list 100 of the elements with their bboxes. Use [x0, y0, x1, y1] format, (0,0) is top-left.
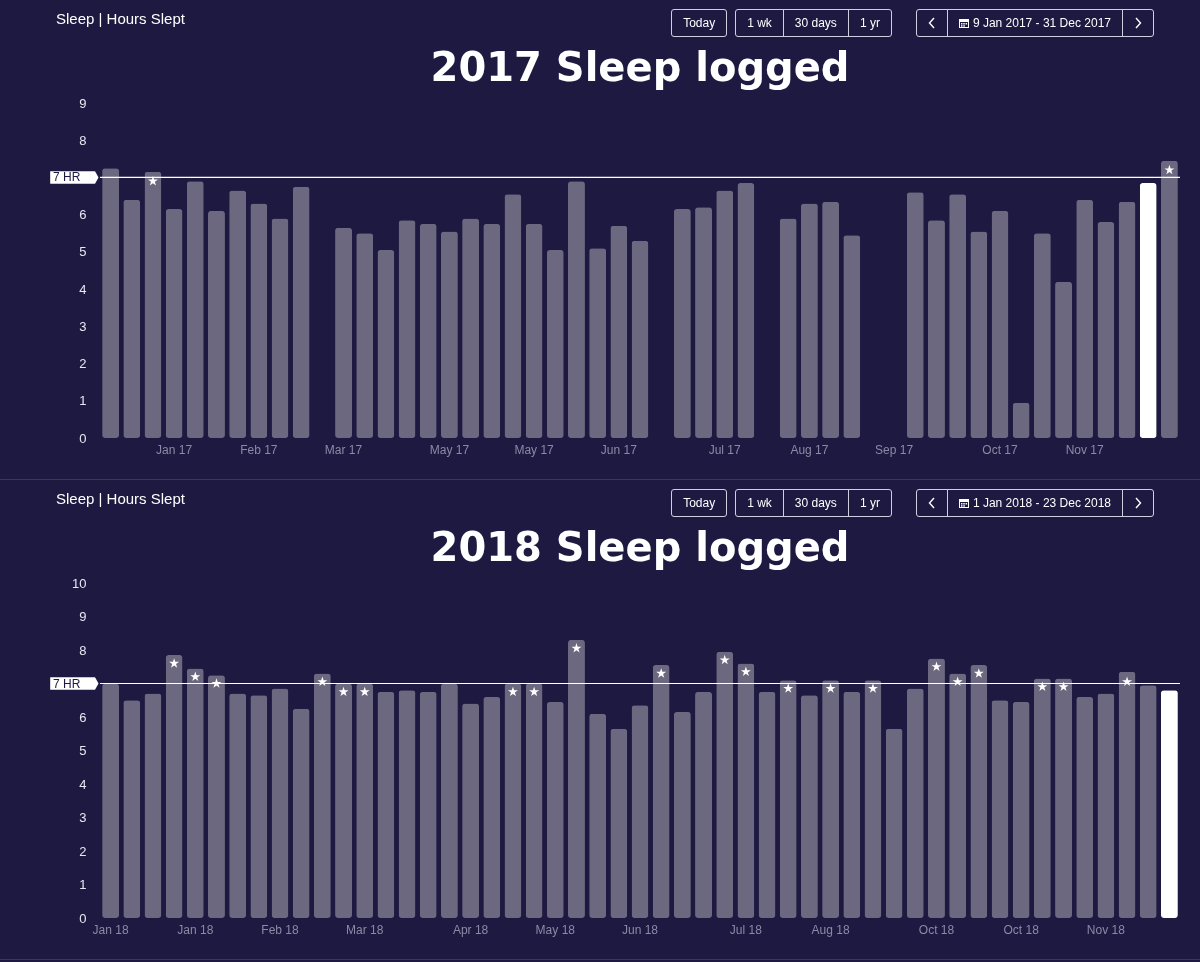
x-tick-label: Mar 18: [346, 922, 384, 937]
bar: [695, 691, 712, 918]
x-tick-label: May 18: [535, 922, 576, 937]
point: [507, 686, 518, 697]
bar: [504, 683, 522, 918]
bar: [1012, 402, 1030, 438]
y-tick-label: 0: [79, 430, 87, 446]
bar: [462, 703, 480, 918]
text: Sleep | Hours Slept: [56, 10, 185, 27]
bar: [356, 683, 374, 918]
bar: [885, 728, 903, 918]
bar: [335, 683, 352, 918]
bar: [610, 225, 628, 438]
ref-line-label: 7 HR: [53, 170, 81, 185]
bar: [673, 711, 691, 918]
point: [740, 666, 751, 677]
point: [359, 686, 370, 697]
x-tick-label: Feb 18: [261, 922, 300, 937]
bar: [737, 183, 755, 438]
y-tick-label: 4: [79, 776, 87, 792]
button: Today: [671, 489, 728, 517]
bar: [144, 693, 162, 918]
bar: [991, 700, 1009, 918]
y-tick-label: 2: [79, 356, 87, 372]
button-group: 1 wk 30 days 1 yr: [735, 489, 892, 517]
bar: [292, 186, 310, 438]
bar: [949, 673, 967, 918]
x-tick-label: Jan 18: [177, 922, 214, 937]
bar: [440, 683, 458, 918]
bar: [991, 210, 1009, 438]
bar: [419, 691, 437, 918]
bar: [123, 700, 141, 918]
bar: [1012, 701, 1030, 918]
point: [783, 683, 794, 693]
y-tick-label: 3: [79, 318, 87, 334]
y-tick-label: 1: [79, 393, 87, 409]
point: [211, 678, 222, 688]
bar: [1160, 690, 1178, 918]
bar: [822, 201, 840, 438]
date-range-picker: 1 Jan 2018 - 23 Dec 2018: [915, 489, 1154, 517]
x-tick-label: Jun 18: [621, 922, 659, 937]
point: [973, 668, 984, 678]
bar: [779, 218, 797, 438]
text: Sleep | Hours Slept: [56, 490, 185, 507]
point: [1122, 676, 1133, 687]
x-tick-label: Jul 17: [708, 442, 742, 457]
bar: [1033, 233, 1051, 438]
point: [338, 686, 349, 697]
bar: [462, 218, 480, 438]
y-tick-label: 8: [79, 132, 87, 148]
bar: [610, 728, 628, 918]
bar: [737, 663, 755, 918]
bar: [271, 688, 289, 918]
bar: [949, 194, 967, 438]
point: [952, 676, 963, 687]
bar: [1033, 678, 1051, 918]
point: [656, 668, 667, 678]
x-tick-label: Feb 17: [240, 442, 278, 457]
bar: [165, 655, 183, 918]
x-tick-label: Aug 17: [790, 442, 829, 457]
bar: [568, 639, 585, 918]
y-tick-label: 5: [79, 743, 87, 758]
x-tick-label: Nov 17: [1065, 442, 1105, 457]
bar: [822, 680, 840, 918]
bar: [864, 680, 882, 918]
bar: [419, 223, 437, 438]
bar: [377, 691, 395, 918]
bar: [970, 231, 988, 438]
x-tick-label: May 17: [514, 442, 555, 457]
bar: [229, 693, 247, 918]
bar: [1097, 222, 1115, 438]
bar: [928, 658, 945, 918]
bar: [356, 233, 374, 438]
bar: [525, 683, 543, 918]
point: [1058, 681, 1069, 692]
bar: [271, 218, 289, 438]
bar: [1097, 693, 1115, 918]
bar: [1055, 678, 1072, 918]
bar: [335, 227, 352, 438]
bar: [1160, 160, 1178, 438]
bar: [144, 171, 162, 438]
point: [867, 683, 878, 693]
point: [931, 661, 942, 671]
bar: [758, 691, 776, 918]
bar: [186, 668, 204, 918]
bar: [928, 220, 945, 438]
bar: [229, 190, 247, 438]
bar: [695, 207, 712, 438]
bar: [631, 705, 649, 918]
bar: [568, 181, 585, 438]
x-tick-label: Oct 18: [918, 922, 955, 937]
bar: [250, 695, 268, 918]
point: [190, 671, 201, 682]
point: [529, 686, 540, 697]
point: [825, 683, 836, 693]
bar: [250, 203, 268, 438]
x-tick-label: Oct 17: [982, 442, 1018, 457]
bar: [546, 250, 564, 438]
x-tick-label: Aug 18: [811, 922, 850, 937]
ref-line-label: 7 HR: [53, 676, 81, 691]
